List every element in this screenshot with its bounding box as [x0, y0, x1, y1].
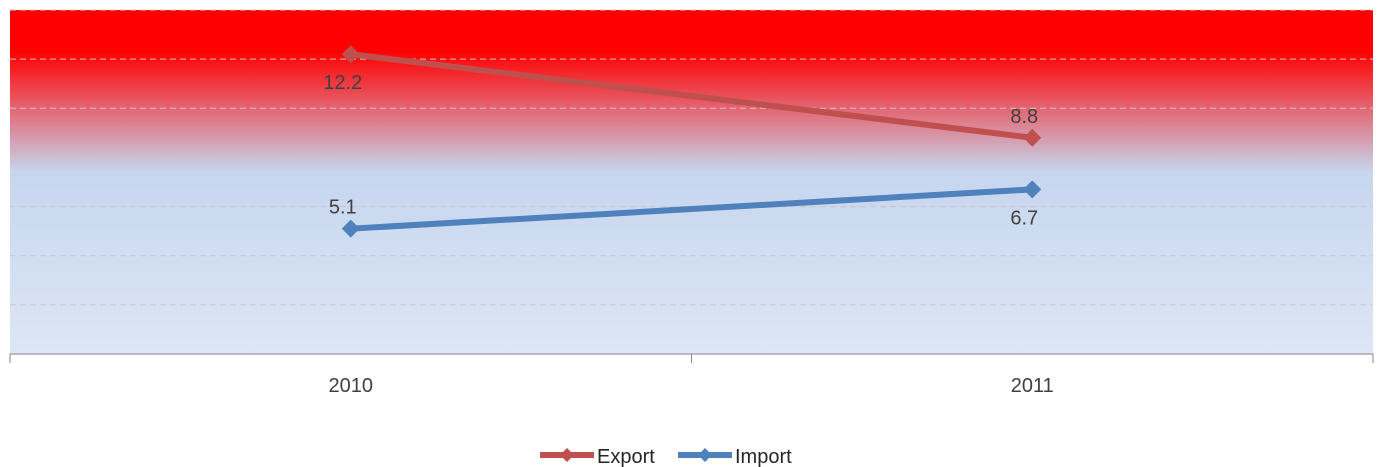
data-labels: 12.2 8.8 5.1 6.7 — [323, 72, 1038, 229]
data-point-marker — [341, 219, 360, 238]
legend-swatch-marker — [560, 448, 574, 462]
data-label: 6.7 — [1010, 207, 1038, 229]
x-tick-label: 2010 — [329, 375, 374, 397]
data-point-marker — [341, 45, 360, 64]
x-tick-label: 2011 — [1011, 375, 1054, 397]
data-label: 12.2 — [323, 72, 362, 94]
plot-area-background — [10, 10, 1373, 354]
gridlines — [10, 9, 1373, 306]
series-lines — [341, 45, 1042, 238]
legend: Export Import — [540, 446, 792, 467]
series-line-export — [350, 51, 1033, 141]
data-label: 8.8 — [1010, 106, 1038, 128]
legend-label: Export — [597, 446, 655, 467]
series-line-import — [350, 186, 1033, 232]
legend-label: Import — [735, 446, 792, 467]
x-axis: 2010 2011 — [9, 353, 1374, 397]
data-label: 5.1 — [329, 197, 357, 219]
data-point-marker — [1023, 128, 1042, 147]
data-point-marker — [1023, 180, 1042, 199]
legend-swatch-marker — [698, 448, 712, 462]
